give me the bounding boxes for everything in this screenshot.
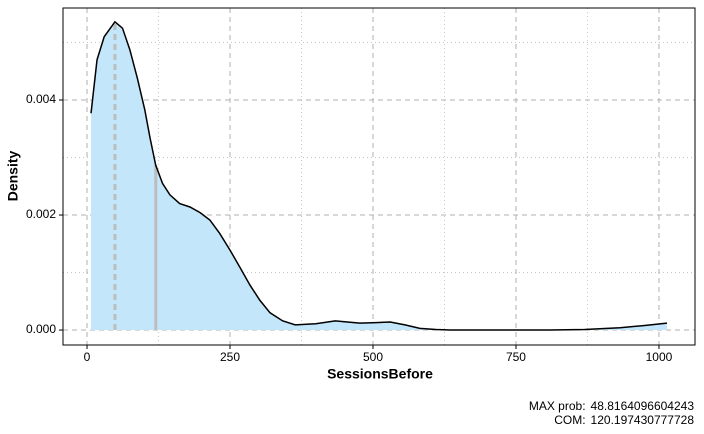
x-tick-label: 0 [84, 350, 91, 364]
y-axis-label: Density [5, 151, 21, 202]
x-tick-label: 1000 [646, 350, 673, 364]
annotation-label: MAX prob: [529, 399, 586, 413]
annotation-value: 120.197430777728 [591, 413, 695, 427]
annotation-value: 48.8164096604243 [591, 399, 695, 413]
y-tick-label: 0.000 [26, 322, 56, 336]
plot-frame [62, 7, 696, 346]
density-line [90, 20, 668, 331]
y-tick-label: 0.004 [26, 92, 56, 106]
annotation: MAX prob: 48.8164096604243 [529, 399, 694, 413]
x-tick-label: 750 [506, 350, 526, 364]
density-area [91, 21, 667, 331]
x-tick-label: 500 [363, 350, 383, 364]
y-tick-label: 0.002 [26, 207, 56, 221]
x-axis-label: SessionsBefore [327, 366, 433, 382]
x-tick-label: 250 [220, 350, 240, 364]
annotation: COM: 120.197430777728 [554, 413, 694, 427]
annotation-label: COM: [554, 413, 585, 427]
